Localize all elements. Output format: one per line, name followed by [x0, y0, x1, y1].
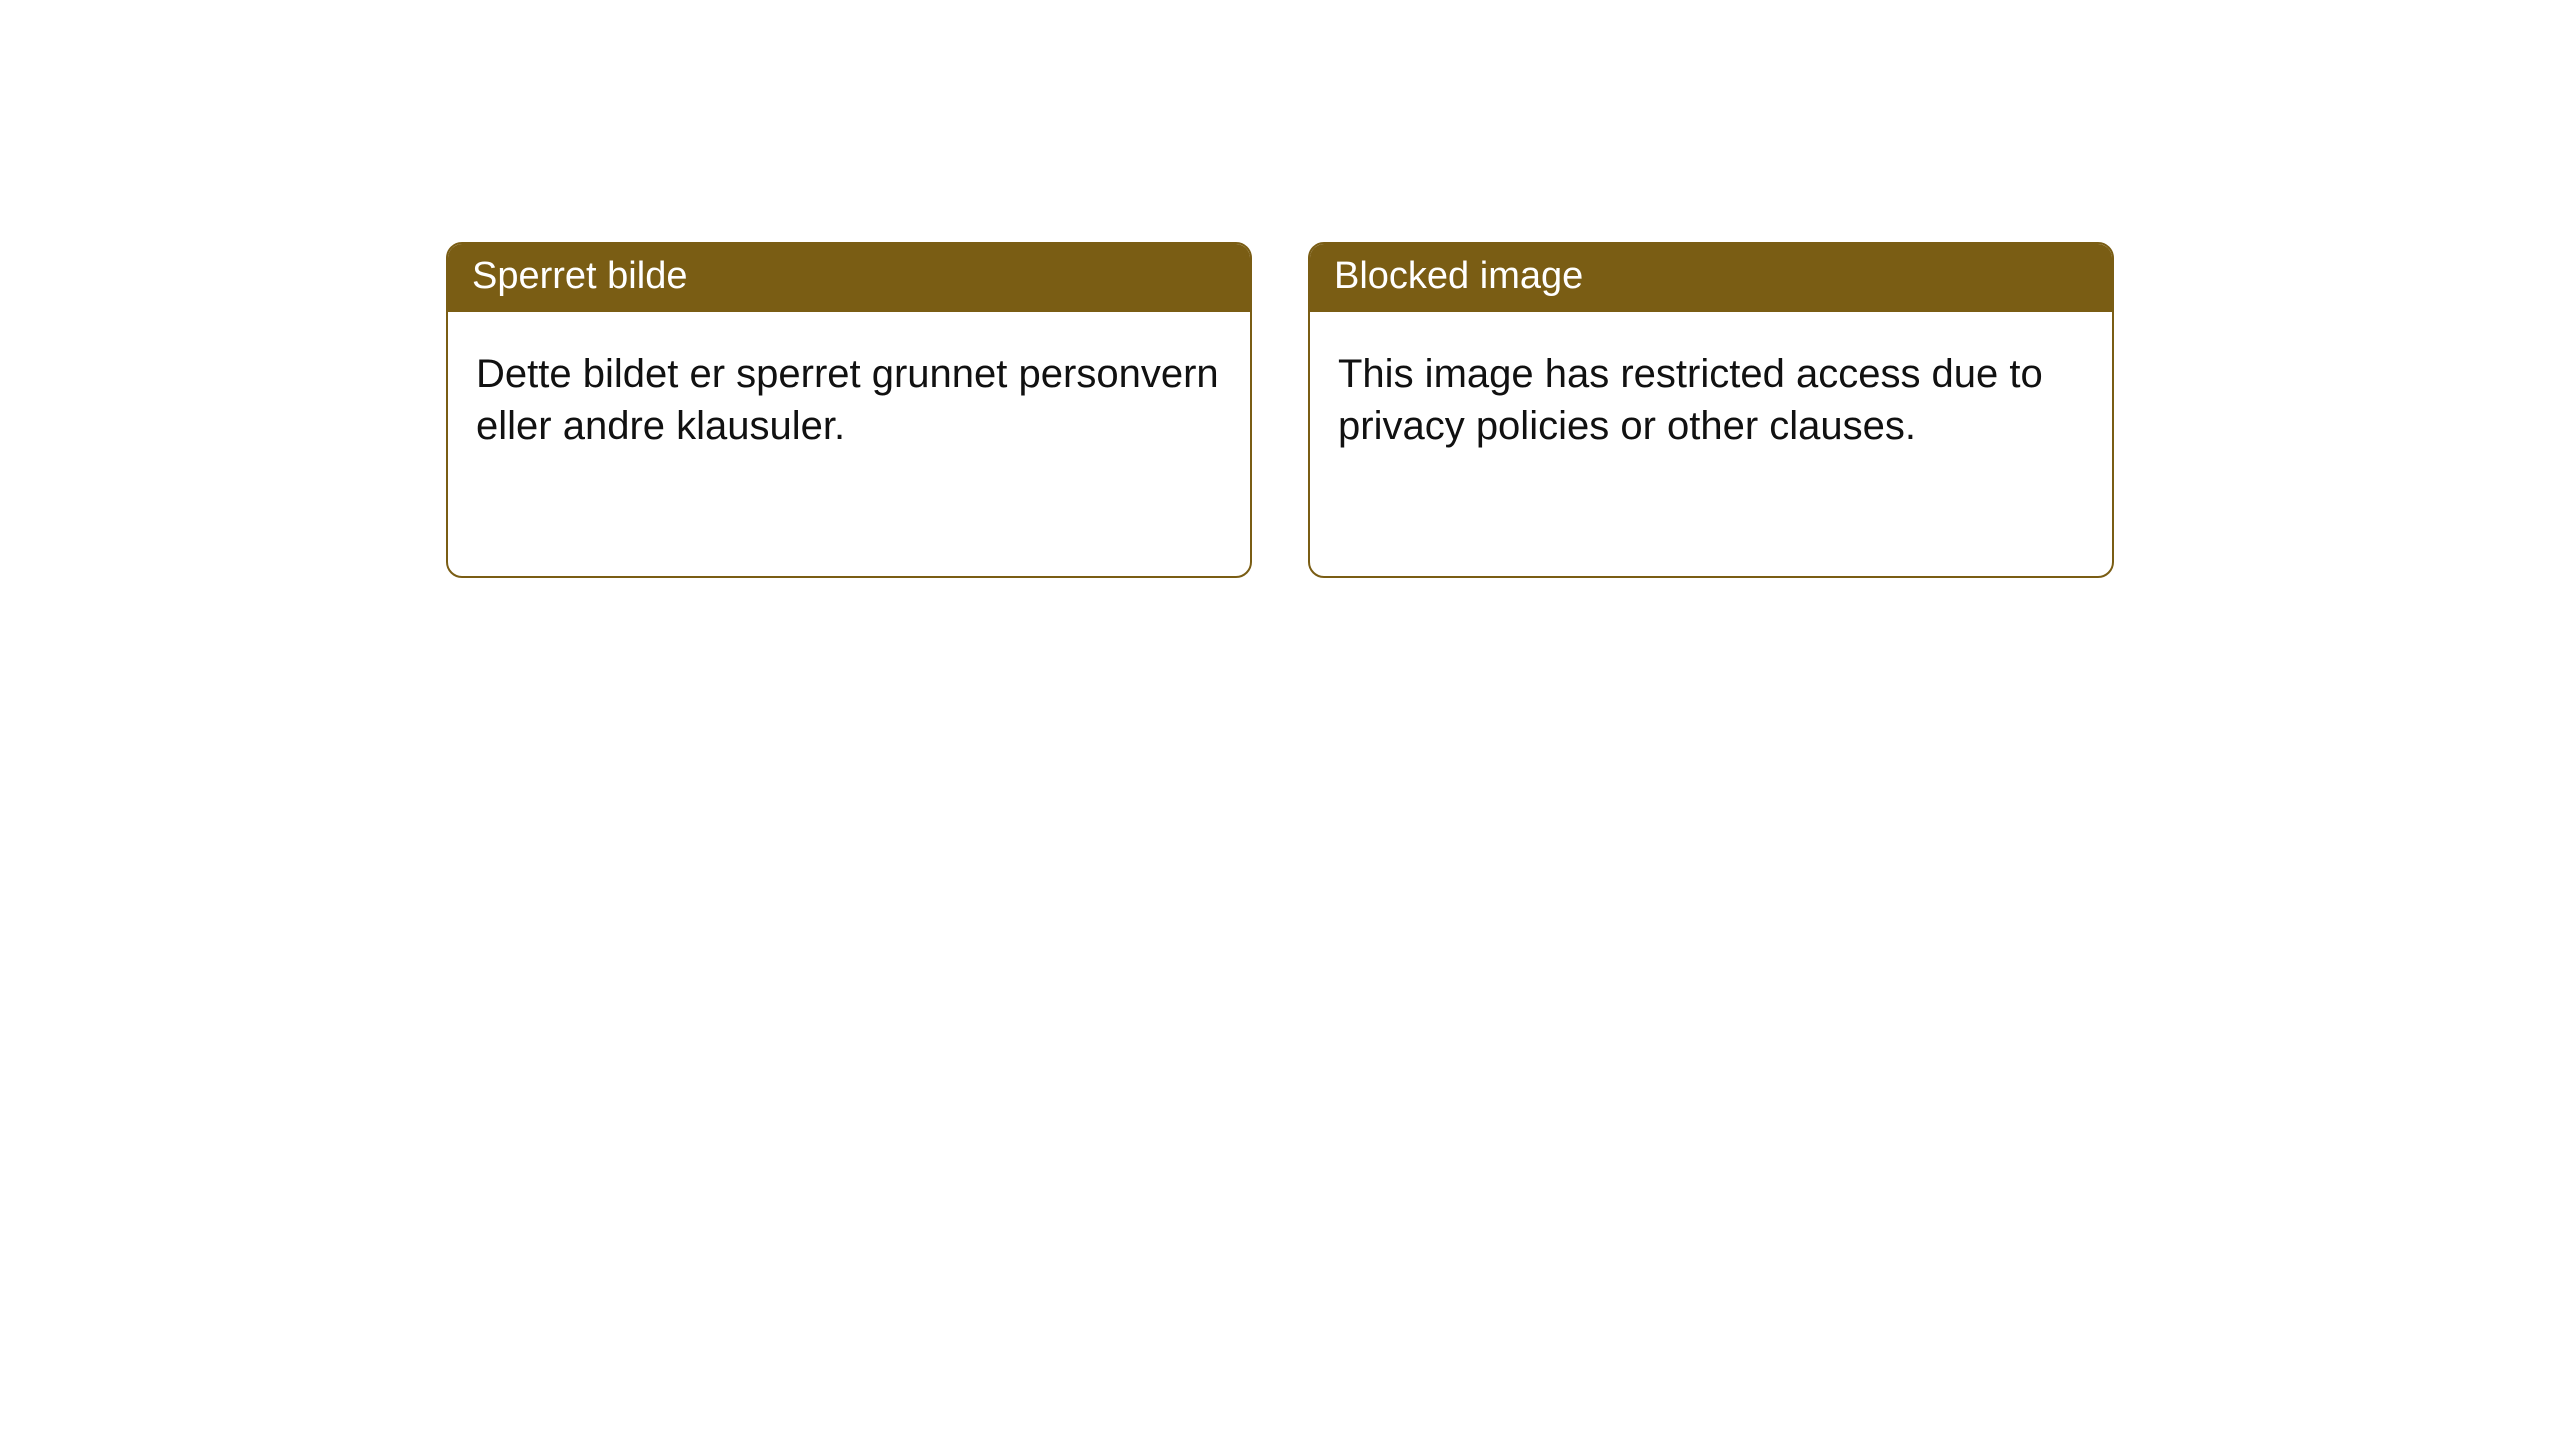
notice-body-english: This image has restricted access due to … [1310, 312, 2112, 488]
notice-container: Sperret bilde Dette bildet er sperret gr… [0, 0, 2560, 578]
notice-body-norwegian: Dette bildet er sperret grunnet personve… [448, 312, 1250, 488]
notice-title-english: Blocked image [1310, 244, 2112, 312]
notice-title-norwegian: Sperret bilde [448, 244, 1250, 312]
notice-box-english: Blocked image This image has restricted … [1308, 242, 2114, 578]
notice-box-norwegian: Sperret bilde Dette bildet er sperret gr… [446, 242, 1252, 578]
